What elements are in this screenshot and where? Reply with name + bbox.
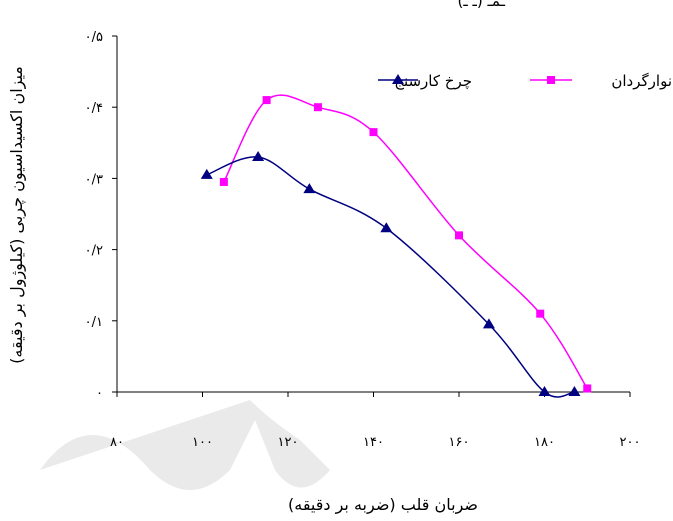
series-2-point-5 bbox=[538, 386, 551, 396]
series-layer bbox=[200, 94, 592, 398]
series-2-point-1 bbox=[252, 151, 265, 162]
series-2-point-2 bbox=[303, 183, 316, 194]
y-tick-label-5: ۰/۵ bbox=[85, 30, 103, 45]
series-1-point-4 bbox=[455, 231, 463, 240]
x-tick-label-5: ۱۸۰ bbox=[534, 435, 555, 450]
x-tick-label-3: ۱۴۰ bbox=[363, 435, 384, 450]
y-axis-ticks: ۰ ۰/۱ ۰/۲ ۰/۳ ۰/۴ ۰/۵ bbox=[85, 30, 117, 401]
legend-item-series-2: چرخ کارسنج bbox=[378, 72, 472, 90]
series-2-point-6 bbox=[568, 386, 581, 396]
series-1-point-6 bbox=[583, 384, 592, 393]
legend-marker-series-2 bbox=[392, 74, 404, 84]
series-1-point-0 bbox=[219, 177, 228, 186]
partial-heading-text: ـمـ (ـ ـ) bbox=[458, 0, 506, 10]
series-2-point-0 bbox=[200, 168, 213, 179]
series-line-2 bbox=[206, 156, 575, 398]
series-1-point-3 bbox=[369, 128, 378, 137]
x-tick-label-0: ۸۰ bbox=[110, 435, 124, 450]
legend: نوارگردان چرخ کارسنج bbox=[378, 72, 672, 90]
x-axis-title: ضربان قلب (ضربه بر دقیقه) bbox=[288, 495, 478, 515]
y-axis-title: میزان اکسیداسیون چربی (کیلوژول بر دقیقه) bbox=[7, 66, 27, 364]
legend-label-series-1: نوارگردان bbox=[611, 72, 672, 90]
series-2-point-3 bbox=[380, 222, 393, 233]
watermark-shape-1 bbox=[40, 400, 330, 490]
watermark bbox=[40, 400, 330, 490]
series-2-point-4 bbox=[482, 318, 495, 329]
series-1-point-5 bbox=[536, 309, 545, 318]
legend-item-series-1: نوارگردان bbox=[530, 72, 672, 90]
y-tick-label-4: ۰/۴ bbox=[85, 101, 103, 116]
y-tick-label-0: ۰ bbox=[96, 386, 103, 401]
y-tick-label-3: ۰/۳ bbox=[85, 172, 103, 187]
series-1-point-2 bbox=[313, 103, 322, 112]
series-line-1 bbox=[223, 94, 588, 389]
y-tick-label-1: ۰/۱ bbox=[85, 315, 103, 330]
series-1-point-1 bbox=[262, 96, 271, 105]
x-tick-label-1: ۱۰۰ bbox=[192, 435, 213, 450]
x-axis-ticks: ۸۰ ۱۰۰ ۱۲۰ ۱۴۰ ۱۶۰ ۱۸۰ ۲۰۰ bbox=[110, 392, 640, 450]
x-tick-label-6: ۲۰۰ bbox=[620, 435, 641, 450]
legend-marker-series-1 bbox=[547, 76, 555, 84]
y-tick-label-2: ۰/۲ bbox=[85, 244, 103, 259]
x-tick-label-2: ۱۲۰ bbox=[278, 435, 299, 450]
x-tick-label-4: ۱۶۰ bbox=[449, 435, 470, 450]
legend-label-series-2: چرخ کارسنج bbox=[394, 72, 472, 90]
